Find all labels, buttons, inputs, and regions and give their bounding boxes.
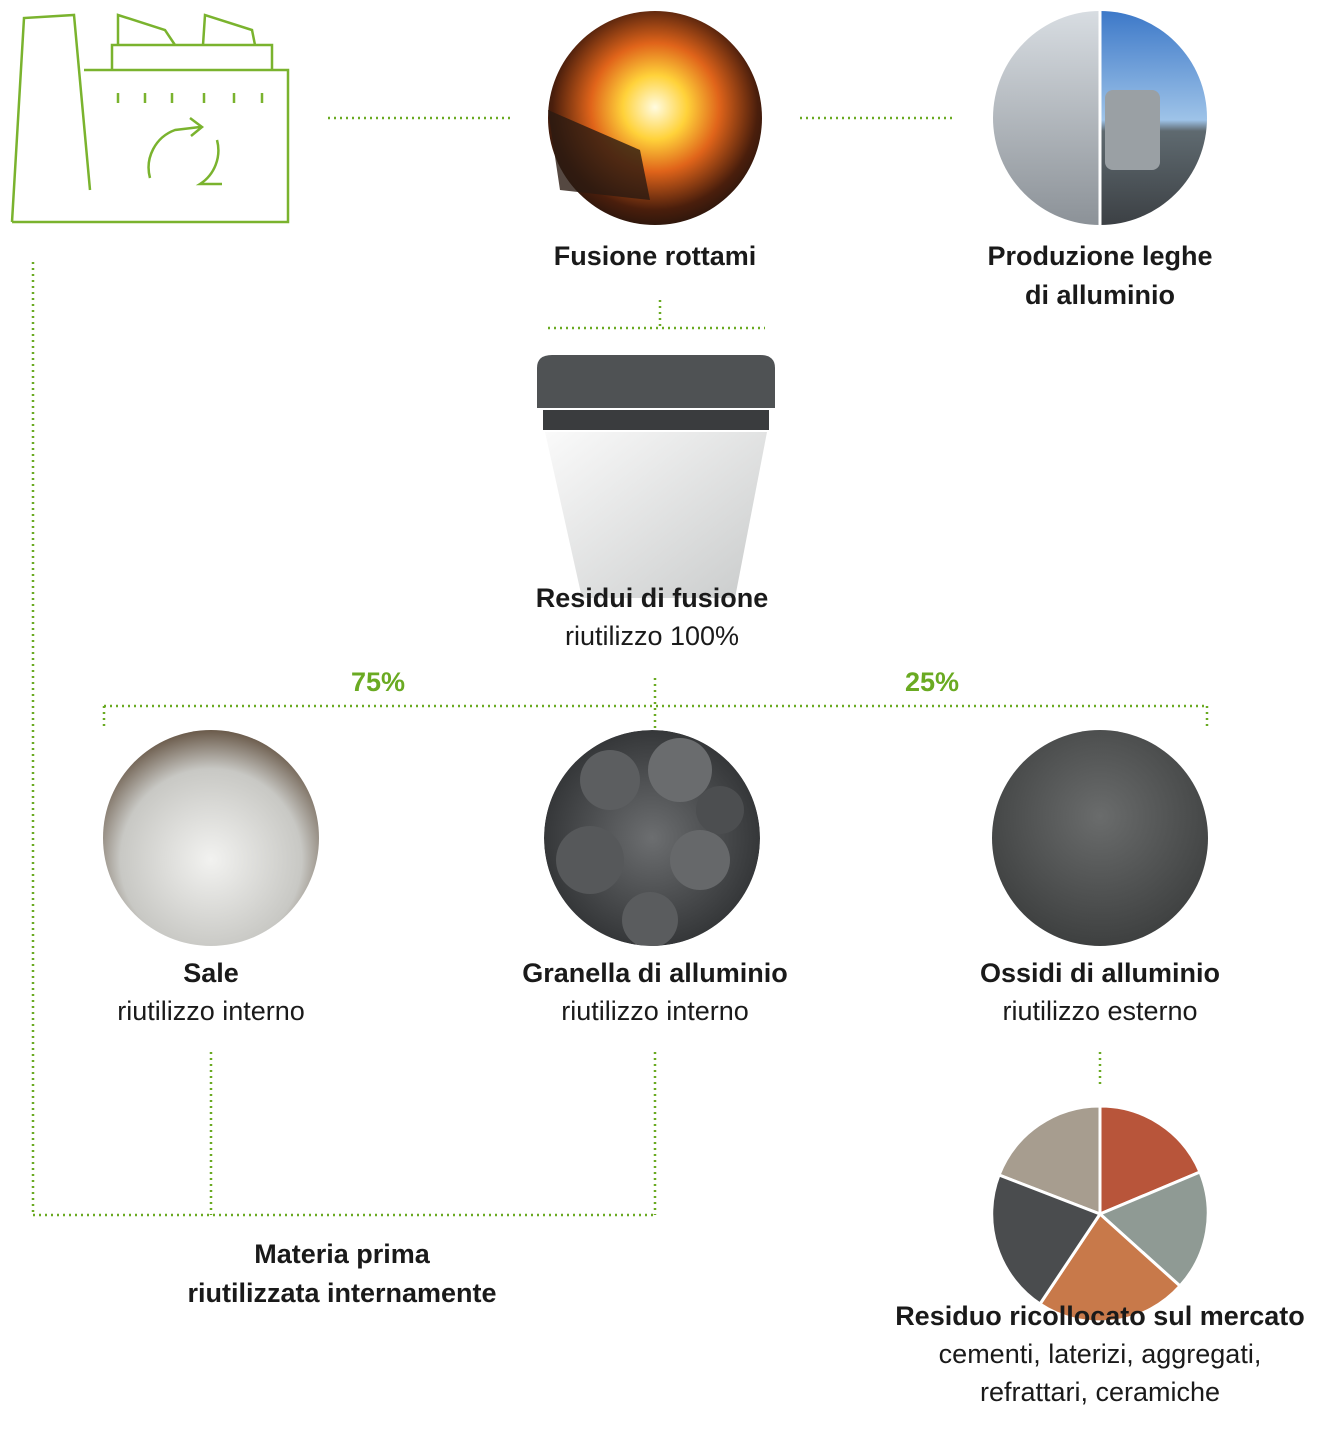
node-title: Materia prima: [254, 1239, 431, 1269]
node-subtitle: cementi, laterizi, aggregati,: [939, 1339, 1262, 1369]
node-title: Residuo ricollocato sul mercato: [895, 1301, 1305, 1331]
node-subtitle: riutilizzo esterno: [1002, 996, 1197, 1026]
photo-residui: [537, 355, 775, 598]
node-title: Granella di alluminio: [522, 958, 788, 988]
photo-mercato: [992, 1106, 1208, 1322]
photo-ossidi: [992, 730, 1208, 946]
photo-granella: [544, 730, 760, 948]
node-title: Sale: [183, 958, 239, 988]
node-subtitle: refrattari, ceramiche: [980, 1377, 1220, 1407]
factory-icon: [12, 15, 288, 222]
diagram: Fusione rottami Produzione leghe di allu…: [0, 0, 1320, 1443]
node-title: Ossidi di alluminio: [980, 958, 1220, 988]
node-subtitle: riutilizzo interno: [117, 996, 305, 1026]
node-title: riutilizzata internamente: [187, 1278, 496, 1308]
node-title: Fusione rottami: [554, 241, 757, 271]
photo-produzione: [990, 10, 1210, 230]
split-label: 75%: [351, 667, 405, 697]
node-title: Produzione leghe: [987, 241, 1212, 271]
photo-sale: [103, 730, 319, 946]
node-subtitle: riutilizzo interno: [561, 996, 749, 1026]
split-label: 25%: [905, 667, 959, 697]
node-title: di alluminio: [1025, 280, 1175, 310]
node-subtitle: riutilizzo 100%: [565, 621, 739, 651]
node-title: Residui di fusione: [536, 583, 769, 613]
photo-fusione: [548, 11, 762, 225]
